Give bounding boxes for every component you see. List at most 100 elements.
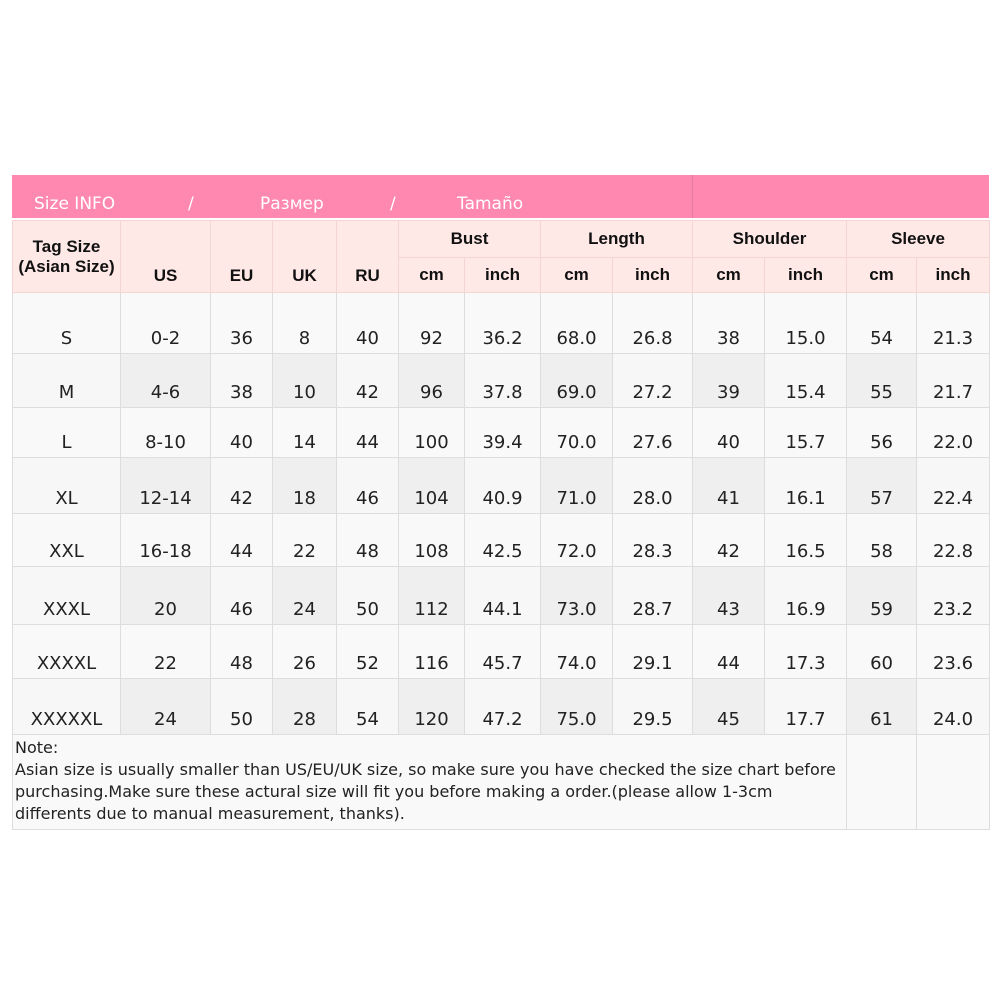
table-cell: 4-6 [120,353,211,408]
header-ru: RU [336,220,399,293]
table-cell: 72.0 [540,513,613,567]
table-cell: 10 [272,353,337,408]
table-cell: 27.6 [612,407,693,458]
note-text: Asian size is usually smaller than US/EU… [15,760,836,823]
empty-cell [916,734,991,830]
table-cell: 40 [336,292,399,354]
table-row: XXL 16-18 44 22 48 108 42.5 72.0 28.3 42 16.5 58 22.… [12,513,991,567]
table-cell: 120 [398,678,465,735]
header-unit: inch [464,257,541,293]
table-cell: 22 [120,624,211,679]
table-cell: 15.7 [763,407,848,458]
table-cell: 23.2 [916,566,991,625]
table-row: XXXL 20 46 24 50 112 44.1 73.0 28.7 43 16.9 59 23.2 [12,566,991,625]
table-cell: 71.0 [540,457,613,514]
table-cell: 104 [398,457,465,514]
table-cell: 16.9 [763,566,848,625]
table-cell: 44 [336,407,399,458]
title-russian: Размер [260,194,324,214]
table-cell: 16.5 [763,513,848,567]
table-cell: 15.4 [763,353,848,408]
table-cell: 40 [692,407,765,458]
table-cell: L [12,407,121,458]
header-tag-size-sub: (Asian Size) [18,256,115,276]
header-tag-size-label: Tag Size [32,236,101,256]
title-separator: / [188,194,194,214]
header-unit: cm [398,257,465,293]
table-cell: 42 [336,353,399,408]
header-unit: cm [540,257,613,293]
header-eu: EU [210,220,273,293]
table-cell: 27.2 [612,353,693,408]
header-sleeve: Sleeve [846,220,991,258]
table-cell: 54 [336,678,399,735]
title-bar: Size INFO / Размер / Tamaño [12,175,989,218]
table-cell: 21.7 [916,353,991,408]
table-cell: 47.2 [464,678,541,735]
table-cell: XXXL [12,566,121,625]
table-cell: 52 [336,624,399,679]
table-cell: XXL [12,513,121,567]
title-size-info: Size INFO [34,194,116,214]
table-cell: 44.1 [464,566,541,625]
table-cell: 48 [336,513,399,567]
header-length: Length [540,220,693,258]
table-cell: 36.2 [464,292,541,354]
table-cell: 48 [210,624,273,679]
table-cell: 28.3 [612,513,693,567]
table-cell: 38 [692,292,765,354]
size-chart: Size INFO / Размер / Tamaño Tag Size (Asi… [11,175,991,830]
table-cell: 8-10 [120,407,211,458]
header-us: US [120,220,211,293]
table-row: XXXXL 22 48 26 52 116 45.7 74.0 29.1 44 17.3 60 23.6 [12,624,991,679]
table-cell: 41 [692,457,765,514]
table-cell: 75.0 [540,678,613,735]
table-cell: 61 [846,678,918,735]
table-cell: 36 [210,292,273,354]
table-cell: 22.4 [916,457,991,514]
table-cell: 42.5 [464,513,541,567]
note-label: Note: [15,738,59,757]
header-unit: inch [916,257,991,293]
table-cell: 68.0 [540,292,613,354]
table-cell: 42 [692,513,765,567]
table-cell: 46 [336,457,399,514]
table-cell: 29.5 [612,678,693,735]
table-cell: 16.1 [763,457,848,514]
table-row: XXXXXL 24 50 28 54 120 47.2 75.0 29.5 45 17.7 61 24.… [12,678,991,735]
table-cell: 23.6 [916,624,991,679]
header-shoulder: Shoulder [691,220,848,258]
table-cell: 55 [846,353,918,408]
title-spanish: Tamaño [457,194,524,214]
table-cell: 37.8 [464,353,541,408]
table-row: XL 12-14 42 18 46 104 40.9 71.0 28.0 41 16.1 57 22.4 [12,457,991,514]
table-cell: 40.9 [464,457,541,514]
header-unit: cm [846,257,918,293]
table-cell: 57 [846,457,918,514]
table-cell: 28.0 [612,457,693,514]
table-cell: 116 [398,624,465,679]
table-cell: 60 [846,624,918,679]
header-unit: cm [692,257,765,293]
table-cell: 96 [398,353,465,408]
table-cell: 24.0 [916,678,991,735]
table-cell: 44 [692,624,765,679]
table-cell: 69.0 [540,353,613,408]
table-cell: 50 [336,566,399,625]
table-cell: 22.8 [916,513,991,567]
table-cell: 17.7 [763,678,848,735]
table-cell: XXXXXL [12,678,121,735]
note: Note: Asian size is usually smaller than … [11,734,848,830]
table-cell: 39 [692,353,765,408]
header-uk: UK [272,220,337,293]
table-cell: 0-2 [120,292,211,354]
table-cell: 21.3 [916,292,991,354]
empty-cell [846,734,918,830]
table-cell: 18 [272,457,337,514]
table-cell: 45.7 [464,624,541,679]
table-cell: 17.3 [763,624,848,679]
table-cell: 20 [120,566,211,625]
table-cell: 112 [398,566,465,625]
table-cell: 22 [272,513,337,567]
header-bust: Bust [398,220,541,258]
